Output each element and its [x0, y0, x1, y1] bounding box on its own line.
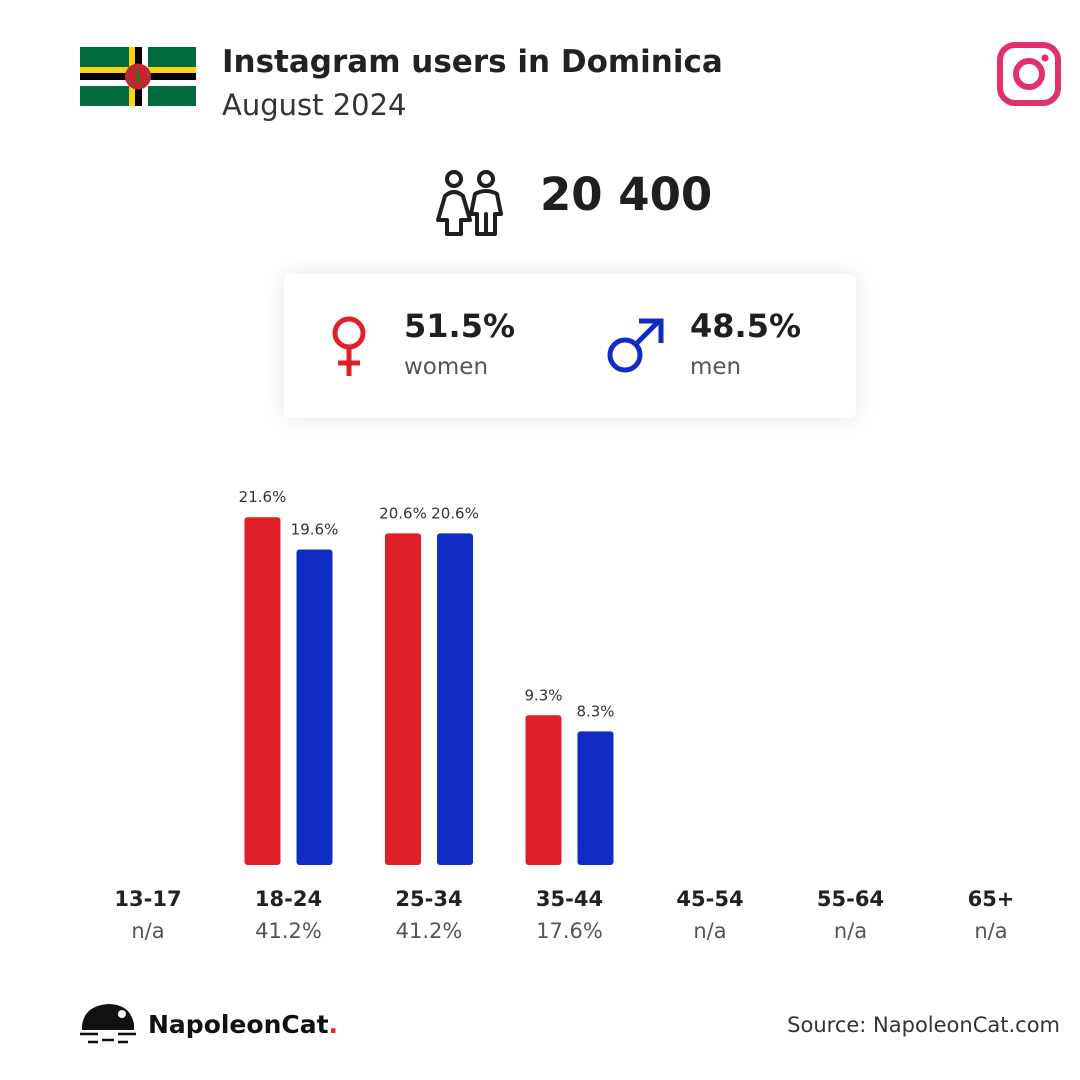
page-subtitle: August 2024 — [222, 88, 407, 122]
category-total: 17.6% — [536, 919, 603, 943]
men-label: men — [690, 354, 742, 380]
age-gender-bar-chart: 13-17 n/a 21.6%19.6% 18-24 41.2% 20.6% 20.6% 25… — [114, 488, 1015, 943]
bar-25-34-men — [437, 533, 473, 865]
women-label: women — [404, 354, 489, 380]
category-total: n/a — [693, 919, 726, 943]
male-symbol-icon — [607, 318, 664, 373]
napoleoncat-logo-icon — [80, 1004, 136, 1044]
category-total: 41.2% — [255, 919, 322, 943]
total-users: 20 400 — [540, 168, 713, 221]
category-total: 41.2% — [396, 919, 463, 943]
bar-18-24-women — [244, 517, 281, 865]
category-label: 18-24 — [255, 887, 322, 911]
female-symbol-icon — [332, 316, 366, 376]
bar-35-44-men — [577, 731, 614, 865]
category-label: 35-44 — [536, 887, 603, 911]
women-percentage: 51.5% — [404, 307, 516, 345]
category-total: n/a — [131, 919, 164, 943]
brand-dot: . — [328, 1010, 339, 1039]
users-icon — [436, 170, 503, 236]
category-label: 45-54 — [676, 887, 743, 911]
bar-value-label: 20.6% — [379, 504, 427, 522]
bar-value-label: 8.3% — [576, 702, 614, 720]
bar-25-34-women — [385, 533, 421, 865]
bar-value-label: 19.6% — [291, 520, 339, 538]
men-percentage: 48.5% — [690, 307, 802, 345]
page-title: Instagram users in Dominica — [222, 44, 723, 80]
bar-35-44-women — [525, 715, 562, 865]
category-label: 13-17 — [114, 887, 181, 911]
category-label: 65+ — [968, 887, 1015, 911]
category-total: n/a — [834, 919, 867, 943]
category-total: n/a — [974, 919, 1007, 943]
category-label: 55-64 — [817, 887, 884, 911]
bar-value-label: 9.3% — [524, 686, 562, 704]
bar-value-label: 21.6% — [239, 488, 287, 506]
category-label: 25-34 — [395, 887, 462, 911]
brand-text: NapoleonCat — [148, 1010, 329, 1039]
bar-18-24-men — [296, 549, 333, 865]
bar-value-label: 20.6% — [431, 504, 479, 522]
dominica-flag-icon — [80, 47, 196, 106]
gender-card — [284, 274, 856, 418]
instagram-logo-icon — [997, 42, 1061, 106]
brand-name: NapoleonCat. — [148, 1010, 338, 1039]
source-text: Source: NapoleonCat.com — [787, 1013, 1060, 1037]
